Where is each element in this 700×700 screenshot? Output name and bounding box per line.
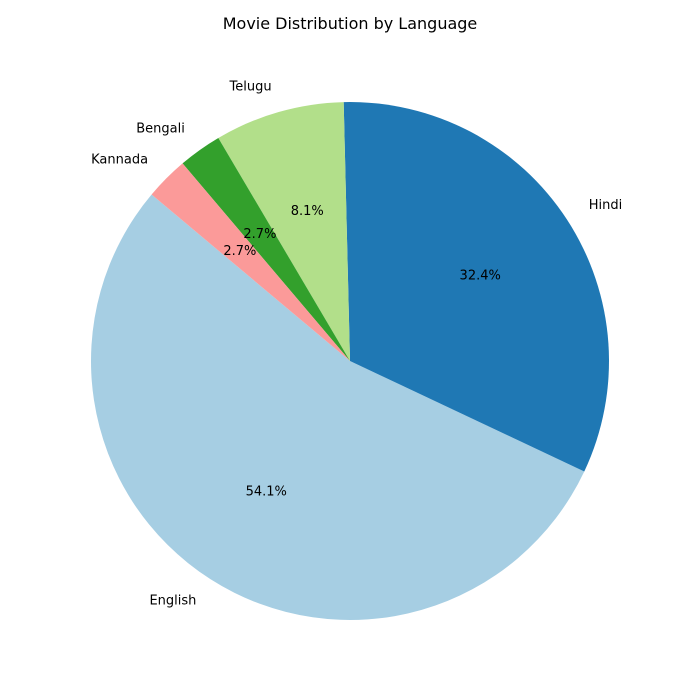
pct-label-bengali: 2.7%	[243, 227, 276, 242]
label-kannada: Kannada	[91, 153, 148, 168]
slice-hindi	[343, 102, 609, 472]
slice-telugu	[218, 102, 350, 361]
slice-kannada	[151, 163, 350, 361]
label-telugu: Telugu	[228, 80, 271, 95]
pie-labels: English 54.1% Hindi 32.4% Telugu 8.1% Bengali 2…	[91, 80, 622, 609]
chart-title: Movie Distribution by Language	[223, 14, 478, 33]
label-bengali: Bengali	[136, 121, 185, 136]
slice-bengali	[182, 137, 350, 361]
pct-label-telugu: 8.1%	[291, 204, 324, 219]
label-english: English	[149, 593, 196, 608]
pct-label-english: 54.1%	[246, 484, 287, 499]
pct-label-kannada: 2.7%	[223, 244, 256, 259]
pct-label-hindi: 32.4%	[460, 269, 501, 284]
label-hindi: Hindi	[589, 198, 623, 213]
pie-slices	[90, 102, 609, 620]
slice-english	[90, 194, 585, 620]
